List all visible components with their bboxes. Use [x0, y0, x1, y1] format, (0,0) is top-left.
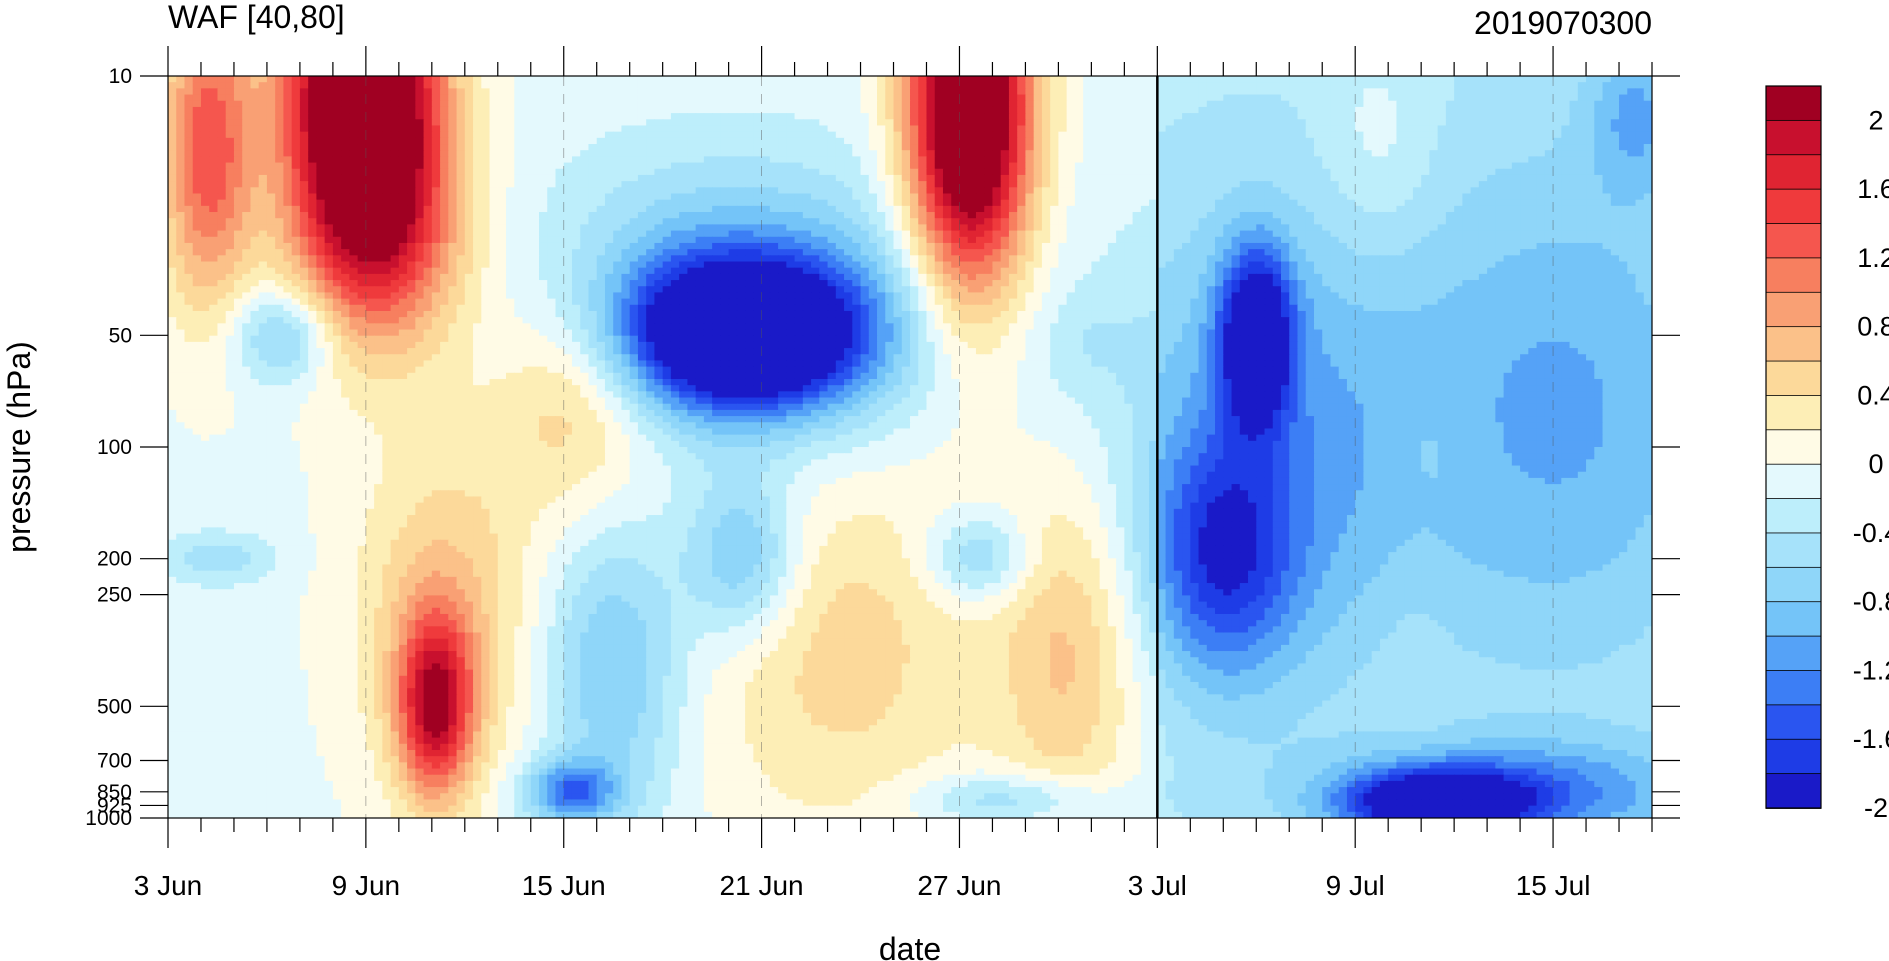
y-tick-label: 10 [109, 65, 132, 88]
contour-fill [168, 76, 1652, 818]
colorbar-label: 1.2 [1857, 243, 1889, 273]
x-tick-label: 15 Jul [1516, 870, 1591, 901]
colorbar-swatch [1765, 326, 1822, 362]
y-tick-label: 850 [97, 781, 132, 804]
y-tick-label: 250 [97, 584, 132, 607]
x-tick-label: 9 Jun [332, 870, 401, 901]
colorbar-swatch [1765, 360, 1822, 397]
colorbar-label: 0.8 [1857, 312, 1889, 342]
chart-title-right: 2019070300 [1474, 5, 1652, 41]
colorbar-label: -1.2 [1853, 655, 1889, 685]
colorbar-swatch [1765, 154, 1822, 191]
colorbar-label: 1.6 [1857, 174, 1889, 204]
colorbar-swatch [1765, 223, 1822, 259]
x-tick-label: 15 Jun [522, 870, 606, 901]
colorbar-swatch [1765, 291, 1822, 328]
colorbar-swatch [1765, 395, 1822, 431]
colorbar-label: -1.6 [1853, 724, 1889, 754]
colorbar-swatch [1765, 85, 1822, 122]
y-tick-label: 200 [97, 548, 132, 571]
colorbar-label: -2 [1864, 793, 1888, 823]
colorbar-swatch [1765, 119, 1822, 156]
x-tick-label: 21 Jun [720, 870, 804, 901]
colorbar-swatch [1765, 498, 1822, 534]
y-tick-label: 1000 [85, 807, 132, 830]
colorbar-swatch [1765, 566, 1822, 603]
colorbar-swatch [1765, 738, 1822, 775]
x-tick-label: 3 Jun [134, 870, 203, 901]
x-tick-label: 9 Jul [1326, 870, 1385, 901]
colorbar-label: -0.4 [1853, 518, 1889, 548]
axis-ticks: 3 Jun 9 Jun 15 Jun 21 Jun 27 Jun 3 Jul 9 Jul 15… [85, 46, 1680, 901]
colorbar-swatch [1765, 188, 1822, 225]
colorbar-swatch [1765, 463, 1822, 500]
colorbar-label: 0 [1868, 449, 1883, 479]
colorbar-swatch [1765, 670, 1822, 706]
chart-title-left: WAF [40,80] [168, 0, 345, 35]
x-tick-label: 27 Jun [917, 870, 1001, 901]
colorbar: 2 1.6 1.2 0.8 0.4 0 -0.4 -0.8 -1.2 -1.6 -2 [1765, 85, 1889, 823]
colorbar-swatch [1765, 773, 1822, 809]
y-tick-label: 700 [97, 750, 132, 773]
colorbar-swatch [1765, 257, 1822, 294]
y-axis-label: pressure (hPa) [1, 341, 37, 553]
colorbar-label: 2 [1868, 105, 1883, 135]
colorbar-swatch [1765, 532, 1822, 569]
colorbar-swatch [1765, 704, 1822, 741]
y-tick-label: 925 [97, 794, 132, 817]
colorbar-swatch [1765, 429, 1822, 466]
colorbar-label: -0.8 [1853, 587, 1889, 617]
x-axis-label: date [879, 931, 941, 961]
colorbar-swatch [1765, 635, 1822, 672]
colorbar-label: 0.4 [1857, 380, 1889, 410]
y-tick-label: 50 [109, 324, 132, 347]
colorbar-swatch [1765, 601, 1822, 637]
x-tick-label: 3 Jul [1128, 870, 1187, 901]
y-tick-label: 100 [97, 436, 132, 459]
y-tick-label: 500 [97, 695, 132, 718]
